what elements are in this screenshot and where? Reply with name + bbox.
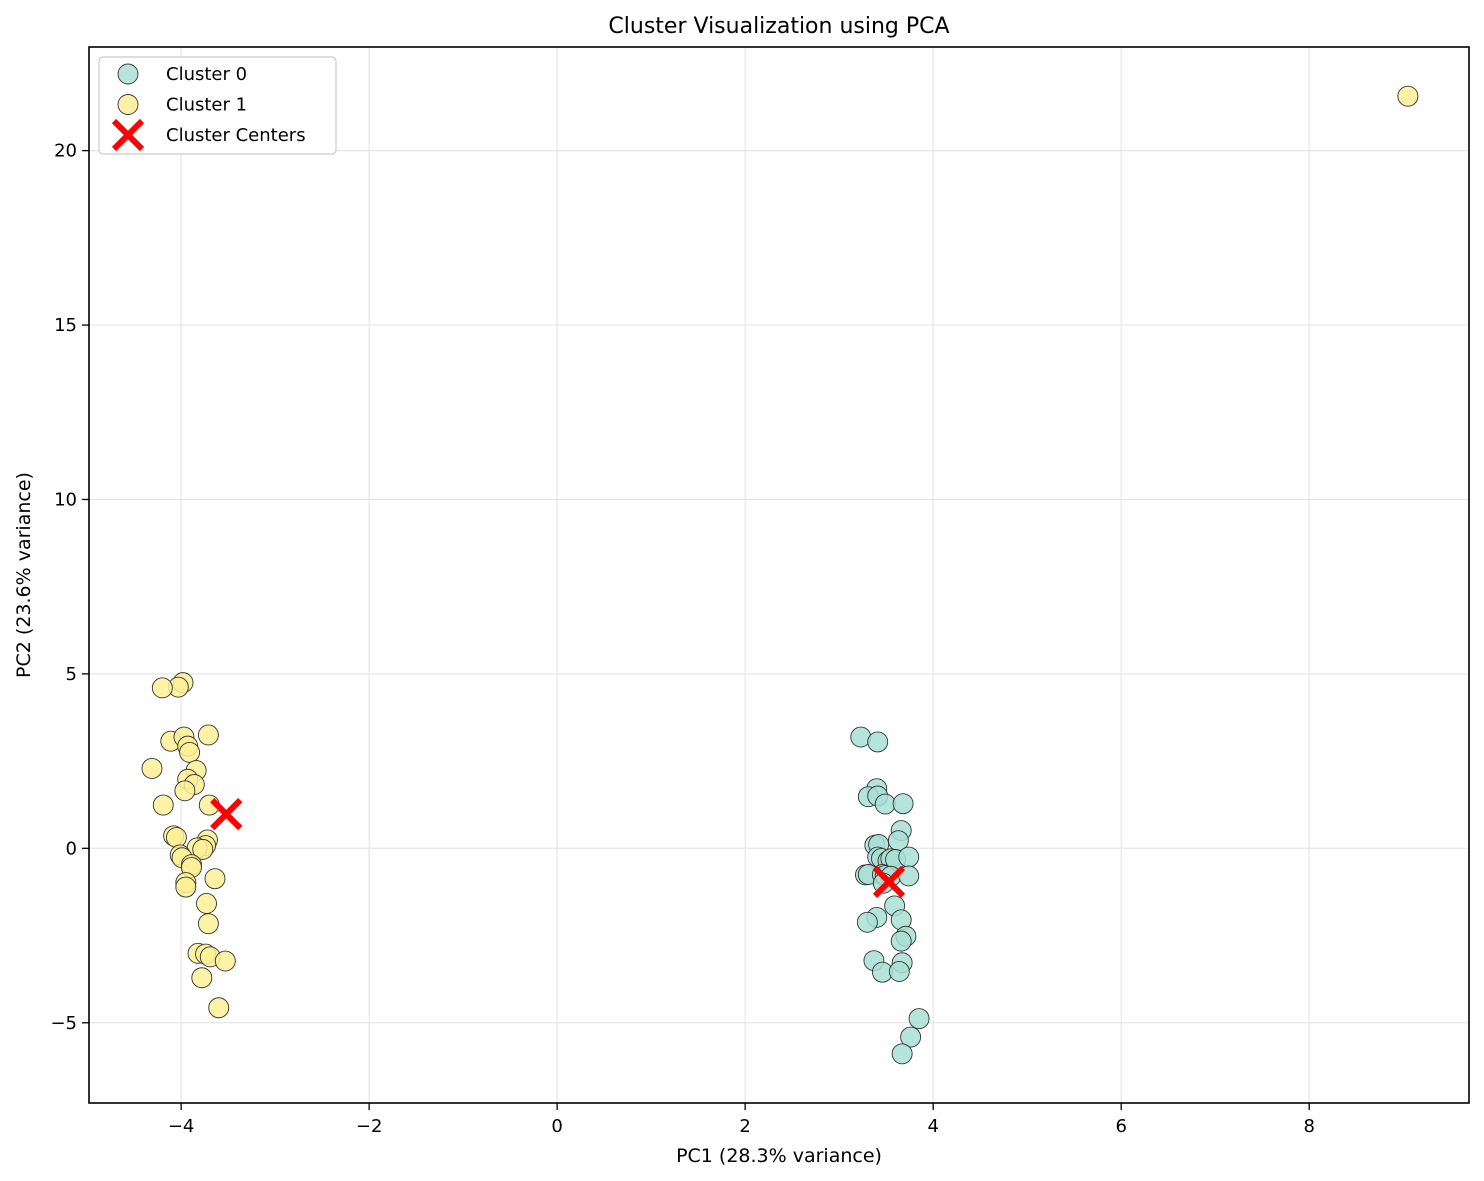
cluster-1-point [1397, 85, 1419, 107]
x-tick-label: −4 [168, 1116, 195, 1137]
cluster-centers-point-stroke [872, 865, 906, 898]
legend-marker-cluster-0 [117, 63, 139, 85]
y-tick-label: −5 [50, 1013, 77, 1034]
y-tick-label: 20 [54, 141, 77, 162]
cluster-0-point [898, 846, 920, 868]
legend-marker-cluster-centers [111, 118, 145, 152]
chart-title: Cluster Visualization using PCA [608, 14, 949, 39]
x-tick-label: 4 [927, 1116, 938, 1137]
y-tick-label: 15 [54, 315, 77, 336]
x-tick-label: −2 [356, 1116, 383, 1137]
legend-label-cluster-1: Cluster 1 [166, 95, 247, 116]
cluster-0-point [874, 793, 896, 815]
cluster-0-point [900, 1026, 922, 1048]
cluster-1-point [179, 741, 201, 763]
legend: Cluster 0 Cluster 1 Cluster Centers [98, 56, 337, 155]
y-tick-label: 10 [54, 489, 77, 510]
plot-area-frame [88, 46, 1470, 1104]
cluster-0-point [892, 793, 914, 815]
cluster-0-point [867, 731, 889, 753]
legend-marker-cluster-1 [117, 94, 139, 115]
x-tick-label: 0 [551, 1116, 562, 1137]
cluster-1-point [151, 677, 173, 699]
cluster-0-point [908, 1008, 930, 1030]
cluster-1-series [141, 85, 1419, 1019]
y-axis-label: PC2 (23.6% variance) [13, 472, 35, 678]
legend-marker-cluster-centers-stroke [111, 118, 145, 152]
x-tick-label: 2 [739, 1116, 750, 1137]
cluster-centers-point [210, 798, 243, 831]
y-tick-label: 0 [66, 838, 77, 859]
legend-box [98, 56, 337, 155]
cluster-1-point [204, 868, 226, 890]
cluster-0-series [850, 726, 930, 1065]
cluster-1-point [197, 913, 219, 935]
legend-label-cluster-0: Cluster 0 [166, 64, 247, 85]
cluster-1-point [208, 997, 230, 1019]
x-tick-label: 8 [1303, 1116, 1314, 1137]
cluster-1-point [214, 950, 236, 972]
cluster-1-point [165, 827, 187, 848]
cluster-1-point [152, 794, 174, 816]
cluster-1-point [196, 893, 217, 914]
x-tick-label: 6 [1115, 1116, 1126, 1137]
cluster-0-point [890, 930, 912, 952]
cluster-centers-point [872, 865, 906, 898]
y-tick-label: 5 [66, 664, 77, 685]
legend-label-cluster-centers: Cluster Centers [166, 125, 306, 146]
x-axis-ticks: −4 −2 0 2 4 6 8 [168, 1103, 1315, 1137]
y-axis-ticks: −5 0 5 10 15 20 [50, 141, 89, 1034]
cluster-1-point [141, 757, 163, 779]
cluster-1-point [192, 838, 214, 860]
cluster-0-point [891, 1043, 913, 1065]
x-axis-label: PC1 (28.3% variance) [676, 1145, 882, 1167]
grid-lines [89, 47, 1469, 1103]
data-points [141, 85, 1419, 1065]
cluster-1-point [175, 876, 197, 898]
cluster-0-point [888, 961, 910, 982]
cluster-centers-point-stroke [210, 798, 243, 831]
cluster-1-point [191, 967, 213, 989]
cluster-0-point [856, 911, 878, 933]
cluster-1-point [174, 780, 196, 802]
cluster-1-point [197, 724, 219, 746]
cluster-centers-series [210, 798, 906, 898]
